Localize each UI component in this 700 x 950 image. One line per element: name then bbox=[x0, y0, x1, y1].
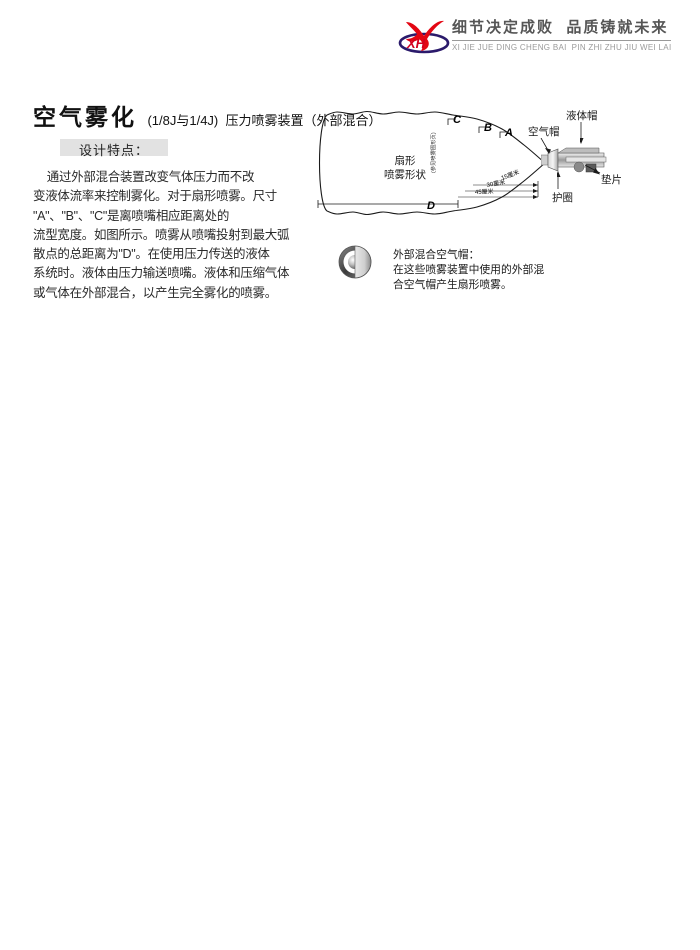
svg-text:扇形: 扇形 bbox=[395, 154, 416, 167]
svg-text:D: D bbox=[427, 200, 435, 212]
svg-text:A: A bbox=[504, 127, 513, 139]
svg-text:B: B bbox=[484, 122, 492, 134]
svg-text:30厘米: 30厘米 bbox=[486, 178, 506, 189]
svg-text:喷雾形状: 喷雾形状 bbox=[384, 168, 426, 181]
svg-text:XH: XH bbox=[406, 36, 426, 51]
svg-text:45厘米: 45厘米 bbox=[475, 187, 494, 196]
svg-text:(参见喷雾图形页): (参见喷雾图形页) bbox=[429, 132, 437, 173]
svg-text:C: C bbox=[453, 114, 462, 126]
